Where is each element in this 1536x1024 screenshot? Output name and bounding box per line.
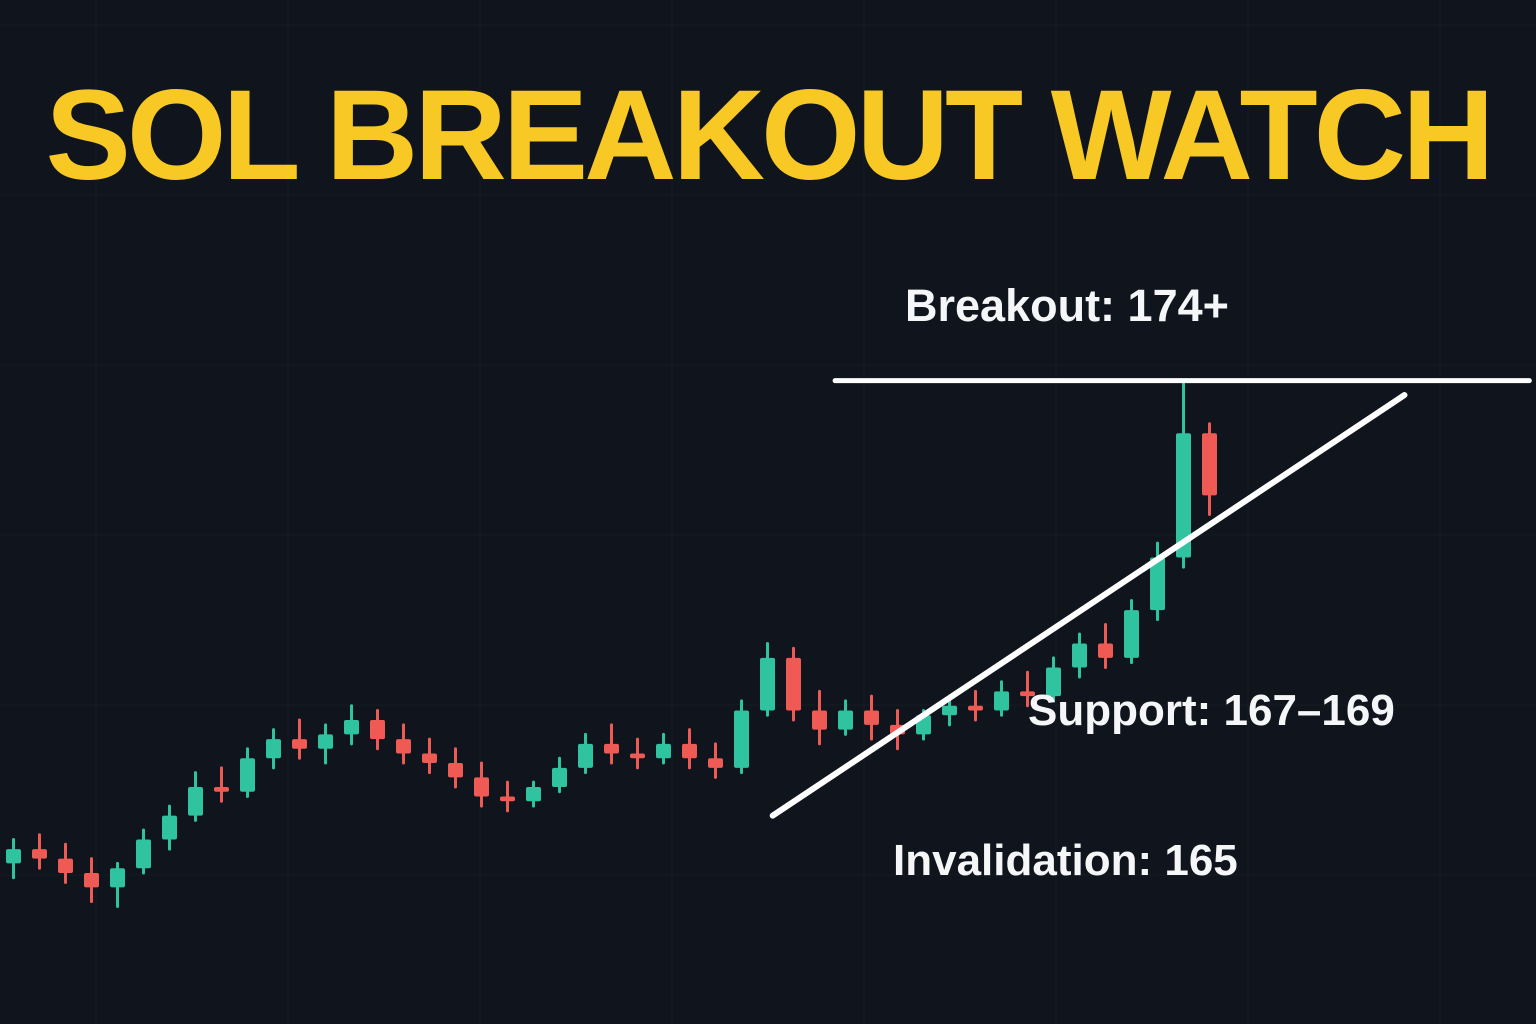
candles — [6, 379, 1217, 908]
invalidation-level-label: Invalidation: 165 — [893, 836, 1238, 885]
page-title: SOL BREAKOUT WATCH — [45, 64, 1495, 207]
breakout-level-label: Breakout: 174+ — [905, 280, 1229, 331]
support-zone-label: Support: 167–169 — [1028, 686, 1395, 735]
ascending-trendline — [769, 392, 1408, 819]
